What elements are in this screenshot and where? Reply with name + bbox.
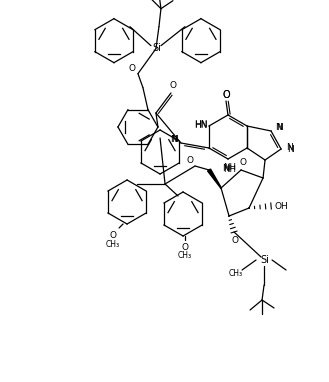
Text: O: O	[232, 235, 239, 244]
Text: O: O	[222, 90, 230, 100]
Text: HN: HN	[194, 120, 208, 128]
Text: N: N	[276, 123, 282, 131]
Polygon shape	[208, 169, 221, 188]
Text: HN: HN	[194, 120, 208, 129]
Text: N: N	[223, 163, 229, 173]
Text: O: O	[169, 81, 176, 89]
Text: Si: Si	[153, 43, 162, 53]
Text: Si: Si	[261, 255, 269, 265]
Text: O: O	[110, 230, 116, 240]
Text: N: N	[170, 134, 177, 144]
Text: N: N	[171, 134, 178, 144]
Text: CH₃: CH₃	[229, 269, 243, 277]
Text: O: O	[128, 64, 136, 73]
Text: CH₃: CH₃	[178, 251, 192, 261]
Text: N: N	[287, 144, 293, 154]
Text: O: O	[240, 157, 246, 167]
Text: O: O	[187, 155, 193, 165]
Text: N: N	[286, 142, 292, 152]
Text: O: O	[222, 90, 230, 100]
Text: CH₃: CH₃	[106, 240, 120, 249]
Text: NH: NH	[223, 162, 237, 172]
Text: O: O	[182, 243, 189, 251]
Text: NH: NH	[223, 165, 237, 173]
Text: OH: OH	[274, 201, 288, 210]
Text: N: N	[275, 123, 281, 131]
